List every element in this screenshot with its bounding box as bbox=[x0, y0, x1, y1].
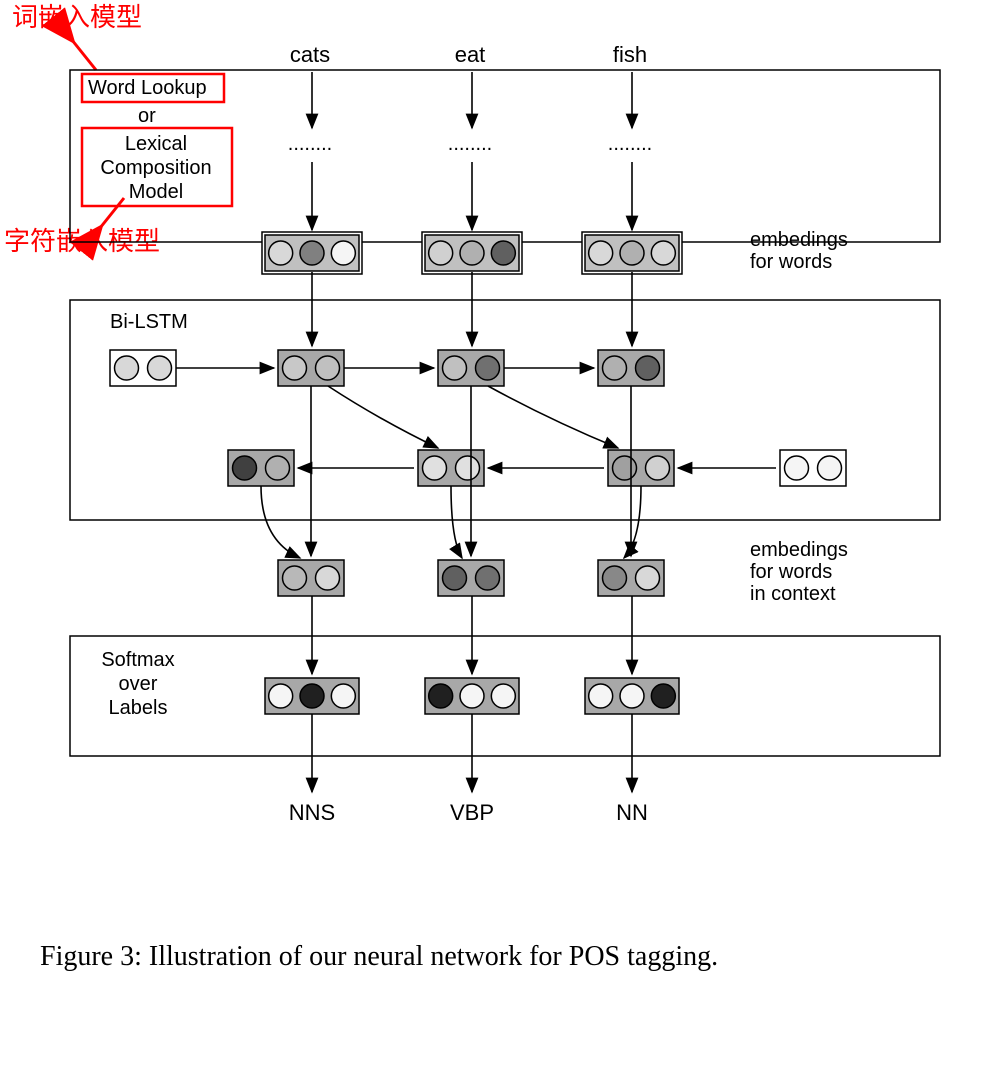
svg-text:embedings: embedings bbox=[750, 539, 848, 561]
svg-text:embedings: embedings bbox=[750, 229, 848, 251]
svg-text:VBP: VBP bbox=[450, 800, 494, 825]
svg-text:cats: cats bbox=[290, 42, 330, 67]
svg-text:or: or bbox=[138, 105, 156, 127]
pos-tagging-diagram: 词嵌入模型字符嵌入模型 cats eat fish Word Lookup or Lexic… bbox=[0, 0, 1008, 900]
svg-text:fish: fish bbox=[613, 42, 647, 67]
svg-text:in context: in context bbox=[750, 583, 836, 605]
svg-text:........: ........ bbox=[608, 133, 652, 155]
svg-text:Lexical: Lexical bbox=[125, 133, 187, 155]
svg-text:Bi-LSTM: Bi-LSTM bbox=[110, 311, 188, 333]
svg-text:NN: NN bbox=[616, 800, 648, 825]
svg-text:for words: for words bbox=[750, 251, 832, 273]
svg-text:........: ........ bbox=[288, 133, 332, 155]
svg-text:for words: for words bbox=[750, 561, 832, 583]
svg-text:词嵌入模型: 词嵌入模型 bbox=[12, 2, 142, 32]
figure-caption: Figure 3: Illustration of our neural net… bbox=[40, 940, 948, 974]
svg-text:NNS: NNS bbox=[289, 800, 335, 825]
svg-text:Labels: Labels bbox=[109, 697, 168, 719]
svg-text:Model: Model bbox=[129, 181, 183, 203]
svg-text:字符嵌入模型: 字符嵌入模型 bbox=[4, 226, 160, 256]
svg-text:eat: eat bbox=[455, 42, 486, 67]
svg-text:over: over bbox=[119, 673, 158, 695]
svg-text:........: ........ bbox=[448, 133, 492, 155]
svg-text:Word Lookup: Word Lookup bbox=[88, 77, 207, 99]
svg-text:Softmax: Softmax bbox=[101, 649, 174, 671]
svg-text:Composition: Composition bbox=[100, 157, 211, 179]
